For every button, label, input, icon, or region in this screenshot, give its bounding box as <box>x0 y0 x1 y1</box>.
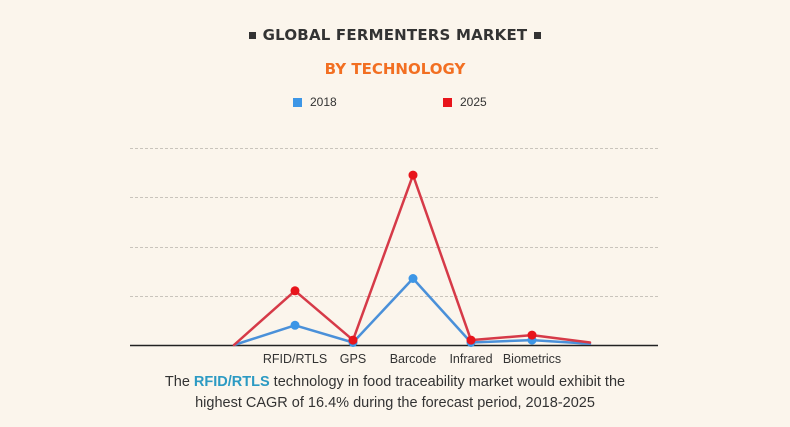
point-2025-rfid-rtls <box>290 286 300 296</box>
legend-label-2018: 2018 <box>310 95 337 109</box>
series-line-2025 <box>232 173 592 347</box>
chart-title: GLOBAL FERMENTERS MARKET <box>248 26 542 44</box>
point-2018-barcode <box>408 274 418 283</box>
x-tick-label-infrared: Infrared <box>449 352 492 366</box>
legend-label-2025: 2025 <box>460 95 487 109</box>
caption-line1-rest: technology in food traceability market w… <box>269 374 626 390</box>
point-2025-biometrics <box>527 330 537 340</box>
title-left-mark <box>248 32 256 39</box>
x-tick-label-rfid-rtls: RFID/RTLS <box>263 352 327 366</box>
legend-item-2025: 2025 <box>443 95 487 109</box>
point-2018-rfid-rtls <box>290 320 300 330</box>
chart-title-text: GLOBAL FERMENTERS MARKET <box>262 26 528 44</box>
chart-caption: The RFID/RTLS technology in food traceab… <box>0 372 790 414</box>
legend-swatch-2025 <box>443 97 452 107</box>
chart-title-wrap: GLOBAL FERMENTERS MARKET <box>0 26 790 45</box>
legend-swatch-2018 <box>293 97 302 107</box>
legend-item-2018: 2018 <box>293 95 337 109</box>
caption-line2: highest CAGR of 16.4% during the forecas… <box>195 395 595 411</box>
caption-highlight: RFID/RTLS <box>193 374 270 390</box>
x-tick-label-biometrics: Biometrics <box>503 352 561 366</box>
caption-prefix: The <box>164 374 194 390</box>
point-2025-barcode <box>408 170 418 180</box>
chart-subtitle: BY TECHNOLOGY <box>324 60 466 78</box>
x-tick-label-barcode: Barcode <box>390 352 437 366</box>
title-right-mark <box>534 32 542 39</box>
point-2025-infrared <box>466 335 476 345</box>
point-2025-gps <box>348 335 358 345</box>
x-tick-label-gps: GPS <box>340 352 366 366</box>
